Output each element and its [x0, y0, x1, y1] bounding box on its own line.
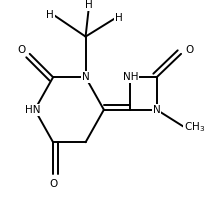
Text: O: O	[17, 45, 26, 55]
Text: N: N	[153, 105, 161, 115]
Text: O: O	[49, 179, 57, 189]
Text: CH$_3$: CH$_3$	[184, 120, 205, 134]
Text: HN: HN	[25, 105, 41, 115]
Text: H: H	[46, 10, 54, 20]
Text: N: N	[82, 72, 89, 82]
Text: NH: NH	[123, 72, 138, 82]
Text: H: H	[115, 13, 123, 23]
Text: H: H	[85, 0, 93, 10]
Text: O: O	[185, 45, 193, 55]
